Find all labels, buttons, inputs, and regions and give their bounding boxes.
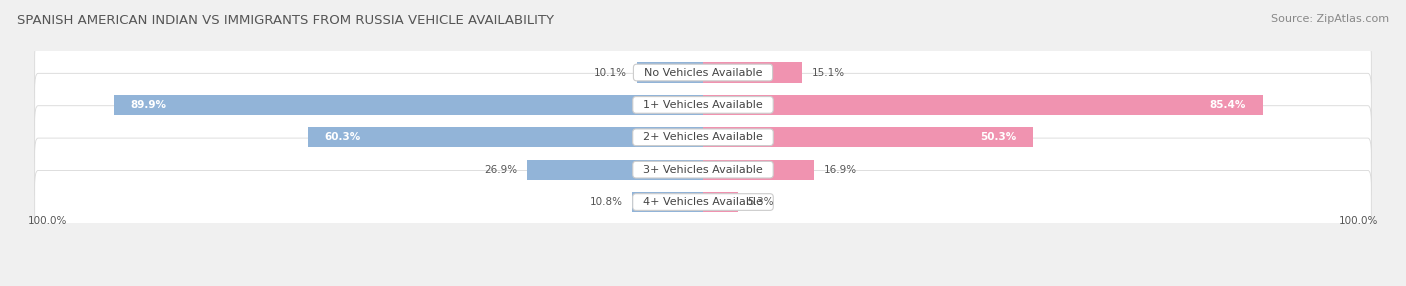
Bar <box>114 95 703 115</box>
Text: 10.1%: 10.1% <box>593 67 627 78</box>
Text: 10.8%: 10.8% <box>589 197 623 207</box>
Text: 4+ Vehicles Available: 4+ Vehicles Available <box>636 197 770 207</box>
Bar <box>633 192 703 212</box>
Bar <box>308 127 703 147</box>
Text: 3+ Vehicles Available: 3+ Vehicles Available <box>636 165 770 175</box>
Bar <box>703 160 814 180</box>
Text: 89.9%: 89.9% <box>131 100 166 110</box>
Text: 60.3%: 60.3% <box>325 132 360 142</box>
Bar <box>703 127 1032 147</box>
Text: 26.9%: 26.9% <box>484 165 517 175</box>
Text: 1+ Vehicles Available: 1+ Vehicles Available <box>636 100 770 110</box>
Bar <box>703 62 801 83</box>
Text: 100.0%: 100.0% <box>28 216 67 226</box>
Text: 5.3%: 5.3% <box>748 197 775 207</box>
FancyBboxPatch shape <box>35 73 1371 136</box>
Text: 50.3%: 50.3% <box>980 132 1017 142</box>
Text: 85.4%: 85.4% <box>1209 100 1246 110</box>
Bar <box>637 62 703 83</box>
Text: No Vehicles Available: No Vehicles Available <box>637 67 769 78</box>
Text: 100.0%: 100.0% <box>1339 216 1378 226</box>
Text: 16.9%: 16.9% <box>824 165 856 175</box>
Text: Source: ZipAtlas.com: Source: ZipAtlas.com <box>1271 14 1389 24</box>
FancyBboxPatch shape <box>35 170 1371 234</box>
Text: 15.1%: 15.1% <box>811 67 845 78</box>
FancyBboxPatch shape <box>35 106 1371 169</box>
FancyBboxPatch shape <box>35 138 1371 201</box>
FancyBboxPatch shape <box>35 41 1371 104</box>
Bar <box>703 95 1263 115</box>
Bar <box>703 192 738 212</box>
Text: SPANISH AMERICAN INDIAN VS IMMIGRANTS FROM RUSSIA VEHICLE AVAILABILITY: SPANISH AMERICAN INDIAN VS IMMIGRANTS FR… <box>17 14 554 27</box>
Bar <box>527 160 703 180</box>
Text: 2+ Vehicles Available: 2+ Vehicles Available <box>636 132 770 142</box>
